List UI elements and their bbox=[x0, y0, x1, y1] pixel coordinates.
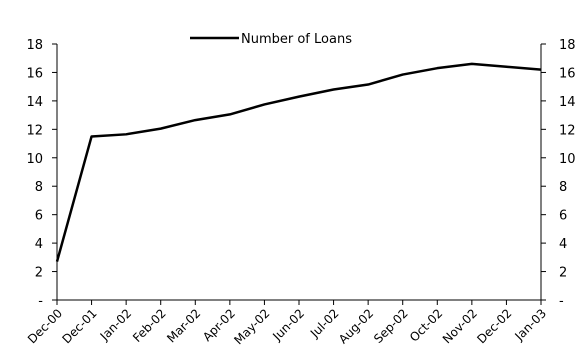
right-y-tick-label: 8 bbox=[559, 180, 567, 195]
x-tick-label: Mar-02 bbox=[164, 306, 203, 345]
x-tick-label: Dec-00 bbox=[25, 306, 65, 346]
x-axis-ticks: Dec-00Dec-01Jan-02Feb-02Mar-02Apr-02May-… bbox=[25, 300, 549, 347]
right-y-tick-label: 2 bbox=[559, 266, 567, 281]
right-y-tick-label: 14 bbox=[559, 95, 576, 110]
legend: Number of Loans bbox=[190, 32, 352, 47]
left-y-tick-label: 14 bbox=[26, 95, 43, 110]
left-y-tick-label: 10 bbox=[26, 152, 43, 167]
x-tick-label: Sep-02 bbox=[371, 306, 411, 346]
x-tick-label: Jun-02 bbox=[269, 306, 307, 344]
left-y-tick-label: 16 bbox=[26, 66, 43, 81]
x-tick-label: Jan-02 bbox=[97, 306, 135, 344]
left-y-tick-label: 12 bbox=[26, 123, 43, 138]
right-y-tick-label: - bbox=[559, 294, 564, 309]
right-y-ticks: - 2 4 6 8 10 12 14 16 18 bbox=[541, 38, 576, 309]
right-y-tick-label: 18 bbox=[559, 38, 576, 53]
x-tick-label: Oct-02 bbox=[407, 306, 445, 344]
x-tick-label: Nov-02 bbox=[440, 306, 480, 346]
right-y-tick-label: 6 bbox=[559, 209, 567, 224]
left-y-tick-label: 8 bbox=[35, 180, 43, 195]
x-tick-label: May-02 bbox=[231, 306, 272, 347]
left-y-tick-label: 2 bbox=[35, 266, 43, 281]
left-y-tick-label: 6 bbox=[35, 209, 43, 224]
series-line-number-of-loans bbox=[55, 62, 542, 262]
right-y-tick-label: 12 bbox=[559, 123, 576, 138]
left-y-tick-label: 18 bbox=[26, 38, 43, 53]
x-tick-label: Feb-02 bbox=[130, 306, 169, 345]
legend-label: Number of Loans bbox=[241, 32, 352, 47]
left-y-ticks: - 2 4 6 8 10 12 14 16 18 bbox=[26, 38, 57, 309]
x-tick-label: Aug-02 bbox=[336, 306, 376, 346]
right-y-tick-label: 4 bbox=[559, 237, 567, 252]
left-y-tick-label: - bbox=[38, 294, 43, 309]
x-tick-label: Dec-02 bbox=[474, 306, 514, 346]
right-y-tick-label: 16 bbox=[559, 66, 576, 81]
left-y-tick-label: 4 bbox=[35, 237, 43, 252]
right-y-tick-label: 10 bbox=[559, 152, 576, 167]
x-tick-label: Jan-03 bbox=[512, 306, 550, 344]
x-tick-label: Dec-01 bbox=[60, 306, 100, 346]
